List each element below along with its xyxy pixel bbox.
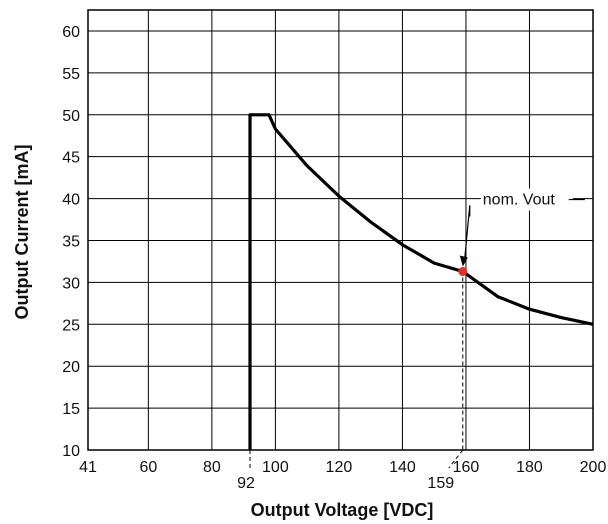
series-layer xyxy=(248,113,594,450)
y-tick-label: 35 xyxy=(62,233,80,250)
x-tick-labels: 41 60 80 100 120 140 160 180 200 xyxy=(79,459,606,476)
x-tick-label: 120 xyxy=(326,459,353,476)
y-axis-title: Output Current [mA] xyxy=(12,145,32,320)
nom-vout-label: nom. Vout xyxy=(483,192,556,209)
y-tick-label: 30 xyxy=(62,275,80,292)
grid-layer xyxy=(87,9,594,451)
x-tick-label: 80 xyxy=(203,459,221,476)
x-tick-label: 100 xyxy=(262,459,289,476)
annotation-layer: 92 159 nom. Vout xyxy=(237,188,585,492)
x-tick-label: 200 xyxy=(580,459,607,476)
plot-frame xyxy=(87,9,594,451)
marker-label-92: 92 xyxy=(237,475,255,492)
y-tick-label: 55 xyxy=(62,66,80,83)
y-tick-label: 10 xyxy=(62,443,80,460)
x-axis-title: Output Voltage [VDC] xyxy=(251,500,434,520)
x-tick-label: 41 xyxy=(79,459,97,476)
y-tick-label: 15 xyxy=(62,401,80,418)
nom-vout-arrowhead xyxy=(459,255,468,267)
nom-vout-point xyxy=(458,266,468,276)
y-tick-label: 40 xyxy=(62,192,80,209)
y-tick-label: 45 xyxy=(62,150,80,167)
marker-label-159: 159 xyxy=(427,475,454,492)
y-tick-label: 50 xyxy=(62,108,80,125)
y-tick-labels: 10 15 20 25 30 35 40 45 50 55 60 xyxy=(62,24,80,460)
y-tick-label: 25 xyxy=(62,317,80,334)
y-tick-label: 20 xyxy=(62,359,80,376)
x-tick-label: 140 xyxy=(389,459,416,476)
marker-dash-159-tail xyxy=(448,449,464,469)
x-tick-label: 60 xyxy=(139,459,157,476)
output-current-series-line xyxy=(248,113,594,450)
y-tick-label: 60 xyxy=(62,24,80,41)
nom-vout-label-bg xyxy=(480,188,573,211)
x-tick-label: 160 xyxy=(453,459,480,476)
x-tick-label: 180 xyxy=(516,459,543,476)
nom-vout-arrow-line xyxy=(463,205,471,264)
